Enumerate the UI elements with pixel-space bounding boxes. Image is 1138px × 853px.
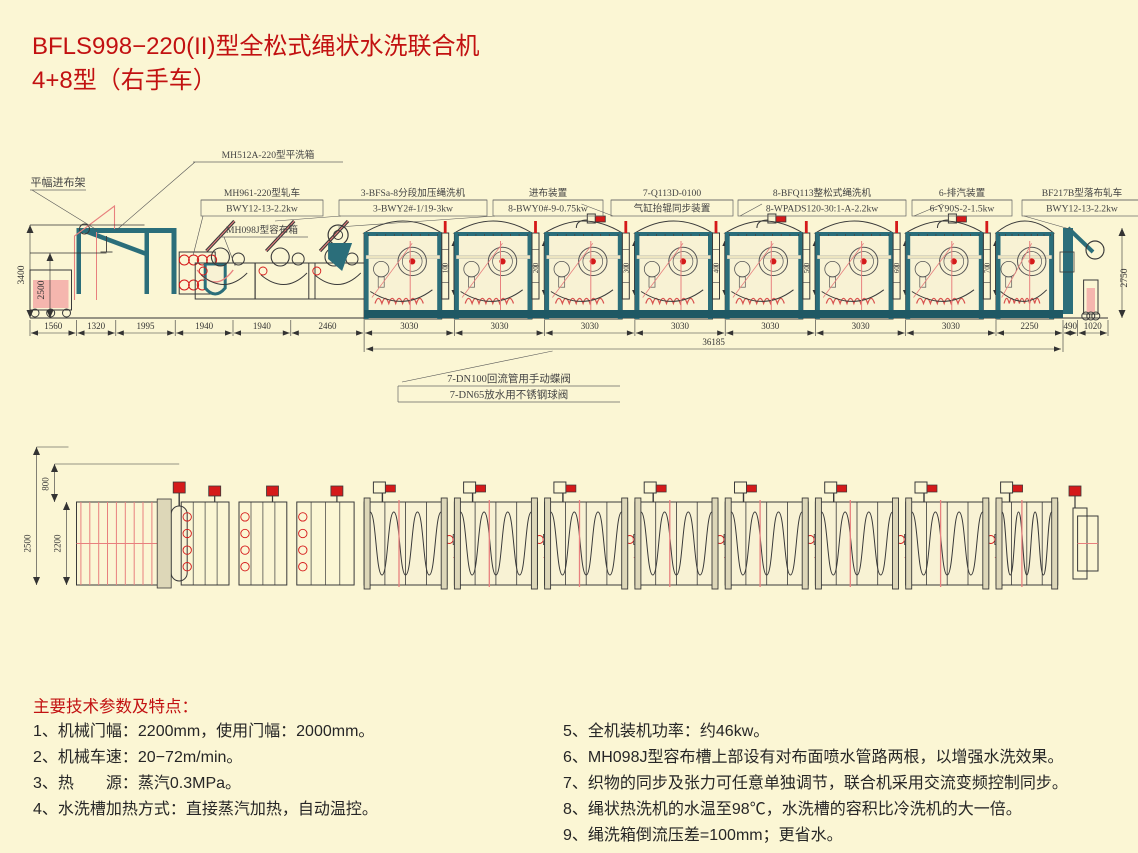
svg-text:3-BFSa-8分段加压绳洗机: 3-BFSa-8分段加压绳洗机 bbox=[361, 187, 466, 199]
svg-text:100: 100 bbox=[442, 262, 450, 273]
svg-text:3030: 3030 bbox=[942, 321, 961, 331]
svg-text:进布装置: 进布装置 bbox=[529, 187, 568, 199]
svg-text:2250: 2250 bbox=[1021, 321, 1040, 331]
svg-text:BWY12-13-2.2kw: BWY12-13-2.2kw bbox=[226, 204, 298, 215]
svg-text:1995: 1995 bbox=[137, 321, 156, 331]
svg-text:7-Q113D-0100: 7-Q113D-0100 bbox=[643, 188, 701, 199]
svg-text:平幅进布架: 平幅进布架 bbox=[31, 176, 86, 189]
svg-text:500: 500 bbox=[803, 262, 811, 273]
svg-text:1940: 1940 bbox=[195, 321, 214, 331]
svg-text:600: 600 bbox=[893, 262, 901, 273]
svg-text:800: 800 bbox=[41, 477, 51, 491]
svg-text:8-BWY0#-9-0.75kw: 8-BWY0#-9-0.75kw bbox=[508, 204, 588, 215]
svg-text:3030: 3030 bbox=[671, 321, 690, 331]
svg-text:6-排汽装置: 6-排汽装置 bbox=[939, 187, 986, 199]
svg-text:700: 700 bbox=[983, 262, 991, 273]
svg-text:3030: 3030 bbox=[400, 321, 419, 331]
svg-text:3030: 3030 bbox=[761, 321, 780, 331]
svg-text:2200: 2200 bbox=[53, 534, 63, 553]
svg-text:MH098J型容布箱: MH098J型容布箱 bbox=[226, 224, 298, 236]
svg-text:1020: 1020 bbox=[1084, 321, 1103, 331]
svg-text:1560: 1560 bbox=[44, 321, 63, 331]
svg-text:7-DN100回流管用手动蝶阀: 7-DN100回流管用手动蝶阀 bbox=[447, 372, 571, 385]
svg-text:MH512A-220型平洗箱: MH512A-220型平洗箱 bbox=[222, 149, 315, 161]
svg-text:400: 400 bbox=[713, 262, 721, 273]
svg-text:BWY12-13-2.2kw: BWY12-13-2.2kw bbox=[1046, 204, 1118, 215]
svg-text:1320: 1320 bbox=[87, 321, 106, 331]
svg-text:2460: 2460 bbox=[319, 321, 338, 331]
svg-text:3030: 3030 bbox=[491, 321, 510, 331]
svg-text:7-DN65放水用不锈钢球阀: 7-DN65放水用不锈钢球阀 bbox=[450, 388, 568, 401]
svg-text:气缸抬辊同步装置: 气缸抬辊同步装置 bbox=[634, 203, 711, 215]
svg-text:3-BWY2#-1/19-3kw: 3-BWY2#-1/19-3kw bbox=[373, 204, 453, 215]
svg-text:2500: 2500 bbox=[23, 534, 33, 553]
svg-text:2500: 2500 bbox=[37, 280, 47, 299]
svg-text:BF217B型落布轧车: BF217B型落布轧车 bbox=[1042, 187, 1123, 199]
svg-text:1940: 1940 bbox=[253, 321, 272, 331]
svg-text:MH961-220型轧车: MH961-220型轧车 bbox=[224, 187, 301, 199]
svg-text:8-WPADS120-30:1-A-2.2kw: 8-WPADS120-30:1-A-2.2kw bbox=[766, 204, 878, 215]
svg-text:36185: 36185 bbox=[702, 337, 725, 347]
svg-text:3030: 3030 bbox=[852, 321, 871, 331]
svg-text:490: 490 bbox=[1064, 321, 1078, 331]
svg-text:2750: 2750 bbox=[1120, 268, 1130, 287]
svg-text:3030: 3030 bbox=[581, 321, 600, 331]
svg-text:200: 200 bbox=[532, 262, 540, 273]
svg-text:3400: 3400 bbox=[17, 265, 27, 284]
svg-text:8-BFQ113整松式绳洗机: 8-BFQ113整松式绳洗机 bbox=[773, 187, 872, 199]
svg-text:300: 300 bbox=[622, 262, 630, 273]
